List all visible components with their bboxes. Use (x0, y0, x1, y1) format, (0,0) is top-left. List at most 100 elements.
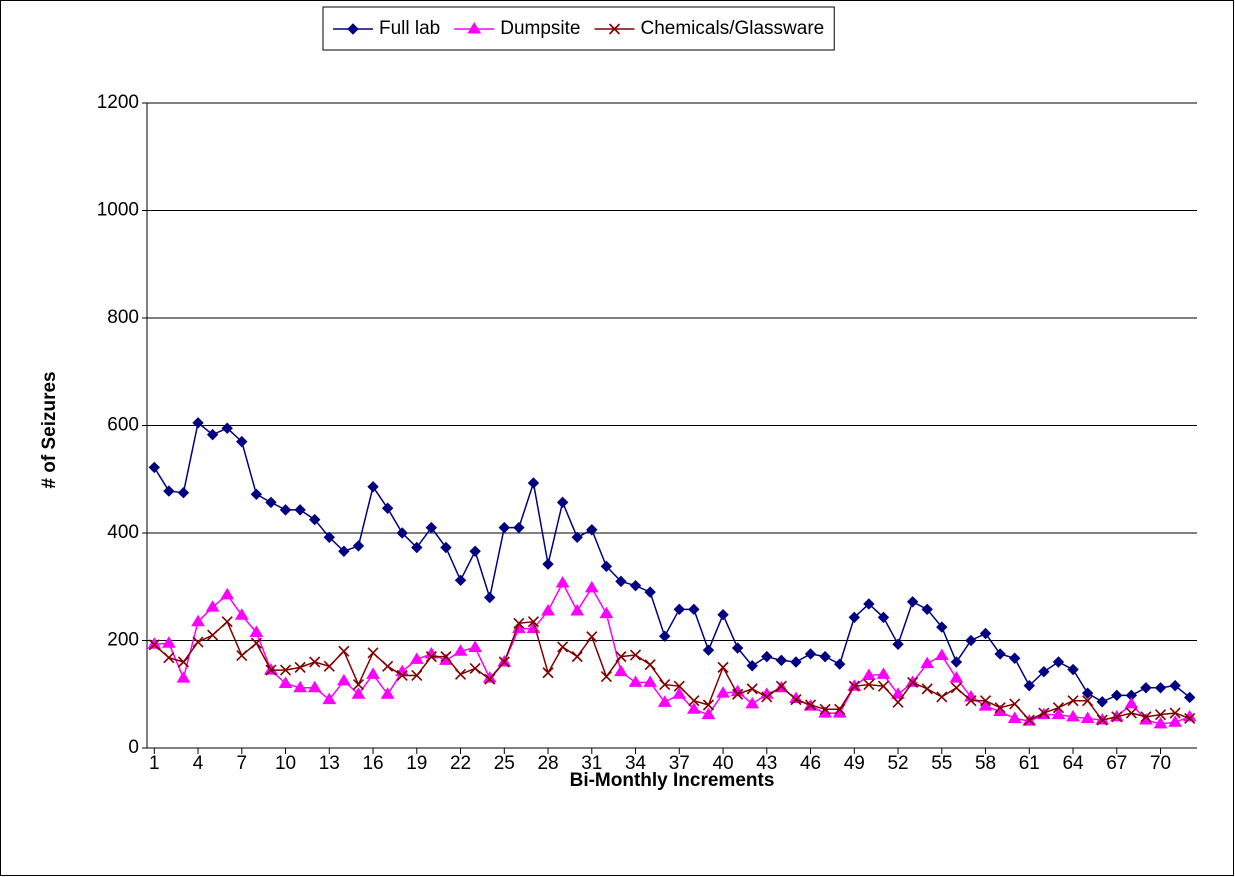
data-point (1111, 689, 1123, 702)
data-point (586, 524, 598, 536)
data-point (206, 428, 219, 441)
data-point (556, 496, 569, 509)
data-point (396, 527, 408, 539)
data-point (717, 608, 729, 621)
data-point (819, 650, 831, 663)
data-point (527, 477, 540, 489)
data-point (629, 579, 642, 592)
data-point (934, 648, 949, 661)
data-point (950, 682, 962, 694)
data-point (834, 658, 846, 670)
data-point (177, 656, 190, 668)
data-point (1140, 711, 1152, 723)
data-point (293, 680, 308, 693)
data-point (250, 488, 263, 501)
x-tick-label: 49 (844, 753, 865, 774)
data-point (380, 687, 395, 699)
data-point (469, 545, 481, 557)
data-point (834, 703, 846, 715)
data-point (571, 651, 583, 663)
data-point (338, 545, 350, 557)
data-point (1168, 715, 1183, 727)
data-point (775, 680, 787, 692)
data-point (498, 521, 510, 534)
y-axis-title: # of Seizures (39, 371, 60, 488)
data-point (673, 603, 685, 616)
data-point (1096, 696, 1108, 708)
y-tick-label: 800 (107, 307, 139, 328)
data-point (614, 664, 628, 677)
data-point (804, 699, 817, 711)
data-point (191, 614, 205, 627)
data-point (819, 703, 831, 715)
data-point (732, 688, 744, 700)
legend-marker (608, 23, 621, 35)
data-point (936, 621, 948, 633)
data-point (278, 676, 293, 688)
data-point (571, 531, 583, 544)
data-point (848, 611, 860, 624)
data-point (584, 580, 599, 593)
legend-marker (467, 22, 482, 34)
data-point (381, 502, 394, 514)
data-point (468, 640, 483, 652)
data-point (498, 656, 510, 668)
data-point (542, 667, 554, 679)
data-point (1009, 698, 1021, 710)
data-point (469, 662, 481, 675)
data-point (338, 645, 350, 657)
data-point (1080, 711, 1095, 723)
data-point (425, 521, 438, 534)
data-point (367, 481, 379, 493)
data-point (555, 576, 570, 588)
data-point (409, 652, 424, 664)
data-point (557, 641, 569, 653)
data-point (220, 587, 235, 600)
data-point (440, 651, 452, 663)
legend-box (322, 6, 835, 51)
data-point (513, 617, 525, 629)
data-point (861, 668, 876, 680)
legend-marker (347, 23, 359, 35)
data-point (907, 676, 919, 688)
data-point (1096, 714, 1108, 726)
data-point (701, 707, 716, 720)
x-tick-label: 25 (494, 753, 515, 774)
data-point (192, 417, 204, 429)
data-point (994, 702, 1006, 714)
data-point (1066, 709, 1080, 722)
data-point (236, 649, 248, 662)
x-tick-label: 7 (237, 753, 248, 774)
data-point (323, 531, 335, 544)
data-point (1111, 711, 1123, 723)
data-point (1082, 695, 1094, 707)
data-point (207, 629, 219, 641)
data-point (673, 680, 685, 692)
data-point (411, 541, 423, 554)
data-point (484, 673, 496, 685)
data-point (599, 606, 614, 619)
data-point (148, 639, 160, 651)
data-point (221, 422, 233, 434)
x-tick-label: 40 (712, 753, 733, 774)
x-tick-label: 1 (149, 753, 160, 774)
data-point (978, 699, 993, 711)
y-tick-label: 0 (128, 737, 139, 758)
data-point (396, 669, 408, 682)
x-tick-label: 52 (887, 753, 908, 774)
data-point (920, 656, 935, 669)
data-point (351, 687, 366, 699)
data-point (176, 671, 191, 683)
data-point (775, 654, 788, 667)
legend-label: Full lab (379, 18, 440, 39)
data-point (863, 598, 875, 610)
x-axis-title: Bi-Monthly Increments (570, 770, 775, 791)
data-point (205, 600, 220, 612)
data-point (1184, 691, 1196, 704)
data-point (309, 513, 321, 526)
data-point (629, 649, 642, 661)
data-point (686, 702, 701, 714)
data-point (513, 521, 525, 534)
data-point (716, 686, 730, 698)
